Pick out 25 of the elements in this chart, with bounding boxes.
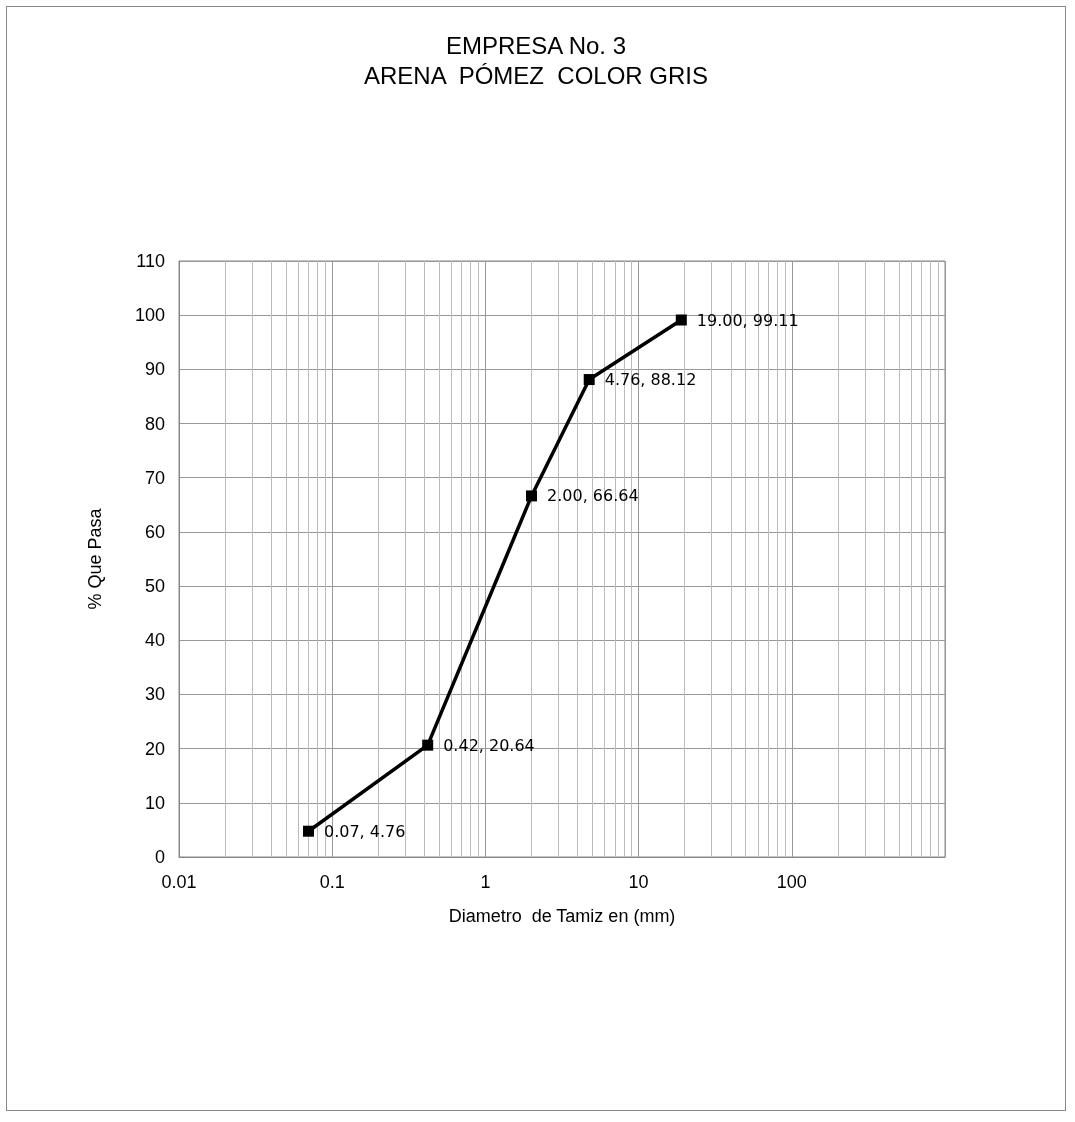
y-tick-label: 10: [144, 792, 165, 813]
y-tick-label: 50: [144, 576, 165, 597]
y-axis-title: % Que Pasa: [85, 507, 105, 610]
data-label: 2.00, 66.64: [547, 486, 639, 506]
y-tick-label: 90: [144, 359, 165, 380]
x-tick-label: 0.1: [319, 872, 345, 892]
data-label: 19.00, 99.11: [696, 310, 799, 330]
y-tick-label: 60: [144, 521, 165, 542]
y-tick-label: 30: [144, 684, 165, 705]
data-label: 4.76, 88.12: [604, 370, 697, 390]
y-tick-label: 80: [144, 413, 165, 434]
x-tick-label: 100: [776, 872, 807, 892]
y-tick-label: 70: [144, 467, 165, 488]
chart-title: EMPRESA No. 3 ARENA PÓMEZ COLOR GRIS: [363, 31, 709, 89]
data-label: 0.42, 20.64: [443, 735, 535, 755]
y-tick-label: 100: [134, 305, 165, 326]
y-tick-label: 0: [154, 847, 165, 867]
x-tick-label: 0.01: [161, 872, 197, 892]
x-tick-label: 10: [628, 872, 649, 892]
x-tick-label: 1: [480, 872, 491, 892]
y-tick-label: 110: [136, 251, 165, 271]
data-label: 0.07, 4.76: [323, 821, 406, 841]
y-tick-label: 40: [144, 630, 165, 651]
y-tick-label: 20: [144, 738, 165, 759]
x-axis-title: Diametro de Tamiz en (mm): [448, 906, 676, 926]
